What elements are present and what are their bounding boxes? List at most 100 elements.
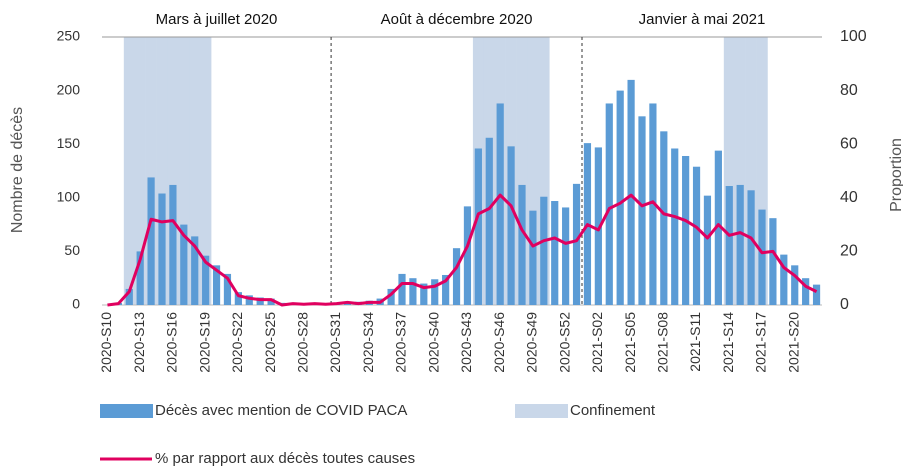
confinement-band <box>145 37 157 305</box>
bar <box>147 177 155 305</box>
bar <box>245 295 253 305</box>
x-tick-label: 2020-S43 <box>458 312 474 373</box>
period-label: Août à décembre 2020 <box>381 11 533 28</box>
bar <box>551 201 559 305</box>
confinement-band <box>734 37 746 305</box>
bar <box>812 284 821 305</box>
confinement-band <box>538 37 550 305</box>
bar <box>169 184 177 305</box>
bar <box>572 183 581 305</box>
bar <box>343 302 352 305</box>
y-tick-label: 150 <box>57 135 81 151</box>
legend-swatch <box>100 404 153 418</box>
x-tick-label: 2020-S13 <box>131 312 147 373</box>
bar <box>660 131 668 305</box>
bar <box>442 274 450 305</box>
x-tick-label: 2020-S31 <box>327 312 343 373</box>
bar <box>791 265 799 305</box>
legend-label: % par rapport aux décès toutes causes <box>155 450 415 467</box>
bar <box>485 137 493 305</box>
legend-swatch <box>515 404 568 418</box>
legend-label: Confinement <box>570 402 656 419</box>
confinement-band <box>756 37 768 305</box>
bar <box>605 103 613 306</box>
y-axis-title: Nombre de décès <box>9 107 26 233</box>
confinement-band <box>167 37 179 305</box>
x-tick-label: 2020-S52 <box>556 312 572 373</box>
x-tick-label: 2020-S49 <box>524 312 540 373</box>
bar <box>540 196 548 305</box>
x-tick-label: 2020-S10 <box>98 312 114 373</box>
bar <box>387 288 395 305</box>
x-tick-label: 2020-S19 <box>196 312 212 373</box>
bar <box>463 206 472 305</box>
bar <box>518 184 526 305</box>
bar <box>747 190 755 305</box>
bar <box>452 248 461 305</box>
x-tick-label: 2020-S37 <box>393 312 409 373</box>
bar <box>529 210 537 305</box>
bar <box>212 265 221 305</box>
y2-axis-title: Proportion <box>888 138 903 212</box>
x-tick-label: 2021-S14 <box>720 312 736 373</box>
confinement-band <box>123 37 136 305</box>
x-tick-label: 2021-S02 <box>589 312 605 373</box>
x-tick-label: 2021-S05 <box>622 312 638 373</box>
bar <box>638 116 646 305</box>
y2-tick-label: 0 <box>840 296 849 313</box>
x-tick-label: 2021-S11 <box>687 312 703 372</box>
x-tick-label: 2020-S28 <box>295 312 311 373</box>
bar <box>191 236 199 305</box>
y-tick-label: 50 <box>64 242 80 258</box>
period-label: Janvier à mai 2021 <box>639 11 766 28</box>
bar <box>714 150 722 305</box>
line <box>107 193 818 307</box>
bar <box>180 224 188 305</box>
bar <box>496 103 504 306</box>
bar <box>594 147 602 305</box>
legend-label: Décès avec mention de COVID PACA <box>155 402 407 419</box>
bar <box>409 278 417 305</box>
bar <box>398 273 406 305</box>
y-tick-label: 200 <box>57 81 81 97</box>
bar <box>780 254 788 305</box>
bar <box>562 207 570 305</box>
x-tick-label: 2021-S08 <box>655 312 671 373</box>
bar <box>725 186 733 305</box>
bar <box>474 148 482 305</box>
bar <box>202 255 210 305</box>
bar <box>802 278 810 305</box>
confinement-band <box>178 37 190 305</box>
bar <box>671 148 679 305</box>
y2-tick-label: 100 <box>840 28 867 45</box>
bar <box>136 251 144 305</box>
period-label: Mars à juillet 2020 <box>156 11 278 28</box>
y2-tick-label: 20 <box>840 243 858 260</box>
x-tick-label: 2021-S20 <box>785 312 801 373</box>
y-tick-label: 100 <box>57 189 81 205</box>
bar <box>758 209 766 305</box>
bar <box>682 155 690 305</box>
bar <box>627 79 635 305</box>
confinement-band <box>527 37 539 305</box>
x-tick-label: 2020-S46 <box>491 312 507 373</box>
y2-tick-label: 40 <box>840 189 858 206</box>
bar <box>649 103 657 306</box>
confinement-band <box>200 37 212 305</box>
confinement-band <box>723 37 736 305</box>
bar <box>616 90 624 305</box>
bar <box>507 146 515 305</box>
bar <box>267 298 275 305</box>
x-tick-label: 2020-S25 <box>262 312 278 373</box>
bar <box>420 283 428 305</box>
y2-tick-label: 80 <box>840 82 858 99</box>
bar <box>736 184 744 305</box>
bar <box>431 279 439 305</box>
bar <box>125 288 133 305</box>
x-tick-label: 2020-S16 <box>164 312 180 373</box>
bar <box>234 292 242 305</box>
bar <box>256 297 264 305</box>
confinement-band <box>189 37 201 305</box>
confinement-band <box>134 37 146 305</box>
